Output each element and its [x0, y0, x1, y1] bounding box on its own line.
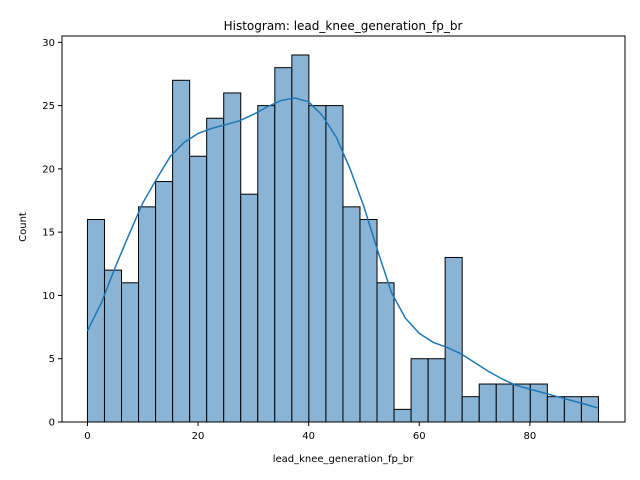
histogram-bar	[342, 206, 361, 423]
y-tick-label: 10	[42, 291, 55, 302]
x-tick-label: 0	[84, 431, 90, 442]
histogram-bar	[308, 105, 327, 423]
histogram-bar	[172, 79, 191, 423]
histogram-bar	[206, 117, 225, 423]
bars-group	[86, 54, 599, 423]
histogram-bar	[376, 282, 395, 423]
x-tick-label: 20	[192, 431, 205, 442]
x-axis-title: lead_knee_generation_fp_br	[273, 454, 414, 465]
histogram-bar	[274, 67, 293, 423]
histogram-bar	[155, 181, 174, 423]
histogram-bar	[325, 105, 344, 423]
y-tick-label: 25	[42, 101, 55, 112]
histogram-bar	[546, 396, 565, 423]
y-tick-label: 5	[49, 354, 55, 365]
axes-group: 0 20 40 60 80 0 5 10 15 20 25 30	[42, 35, 626, 442]
histogram-bar	[86, 219, 105, 423]
plot-frame	[61, 35, 626, 423]
chart-title: Histogram: lead_knee_generation_fp_br	[224, 19, 463, 33]
kde-group	[86, 97, 599, 409]
y-tick-label: 20	[42, 164, 55, 175]
x-tick-label: 80	[524, 431, 537, 442]
x-tick-label: 60	[413, 431, 426, 442]
histogram-bar	[291, 54, 310, 423]
histogram-bar	[512, 383, 531, 423]
histogram-bar	[393, 408, 412, 423]
histogram-bar	[410, 358, 429, 423]
histogram-bar	[580, 396, 599, 423]
histogram-bar	[359, 219, 378, 423]
histogram-bar	[444, 256, 463, 423]
y-axis-title: Count	[18, 212, 29, 242]
histogram-bar	[121, 282, 140, 423]
y-tick-label: 30	[42, 38, 55, 49]
histogram-bar	[478, 383, 497, 423]
kde-line	[86, 97, 599, 409]
y-tick-label: 0	[49, 418, 55, 429]
histogram-bar	[495, 383, 514, 423]
histogram-bar	[138, 206, 157, 423]
x-tick-label: 40	[302, 431, 315, 442]
histogram-bar	[461, 396, 480, 423]
histogram-bar	[103, 269, 123, 423]
histogram-bar	[189, 155, 208, 423]
histogram-bar	[427, 358, 446, 423]
histogram-bar	[257, 105, 276, 423]
histogram-bar	[223, 92, 242, 423]
histogram-bar	[240, 193, 259, 423]
y-tick-label: 15	[42, 228, 55, 239]
